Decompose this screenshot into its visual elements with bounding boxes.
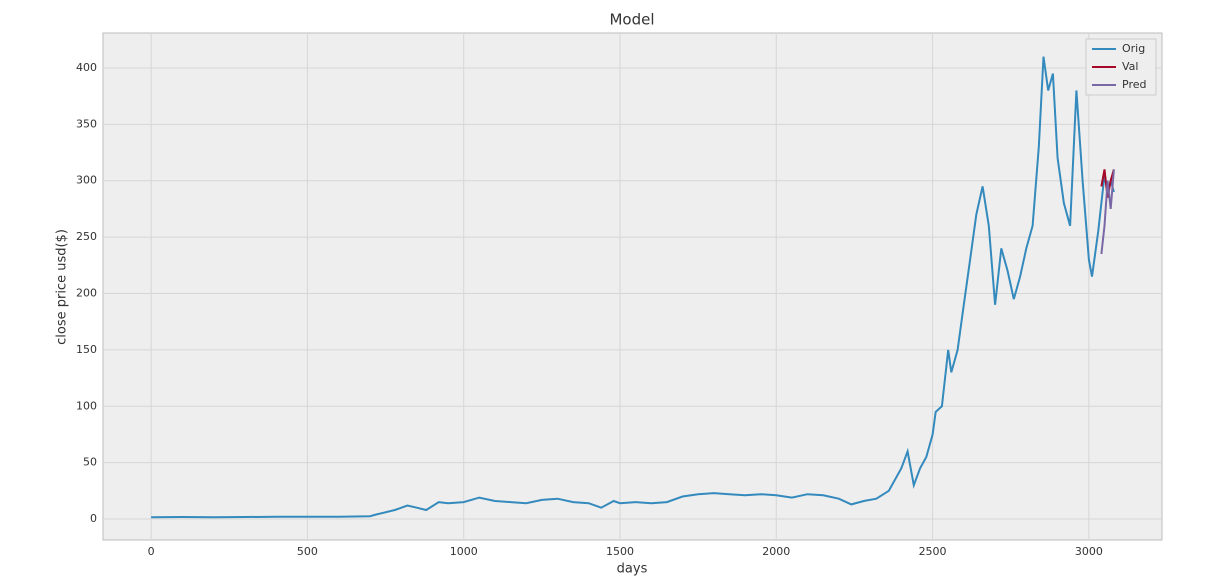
x-tick-label: 0: [148, 545, 155, 558]
x-tick-label: 1500: [606, 545, 634, 558]
legend-label: Pred: [1122, 78, 1146, 91]
lines: [151, 56, 1115, 519]
x-tick-label: 3000: [1075, 545, 1103, 558]
chart-title: Model: [609, 11, 654, 29]
y-tick-label: 350: [76, 117, 97, 130]
grid: 0 50 100 150 200 250 300 350 400 0 500 1000 1500 2000…: [76, 33, 1162, 558]
legend-label: Val: [1122, 60, 1138, 73]
legend-label: Orig: [1122, 42, 1145, 55]
y-tick-label: 300: [76, 174, 97, 187]
y-tick-label: 150: [76, 343, 97, 356]
y-tick-label: 100: [76, 399, 97, 412]
plot-area: [102, 32, 1163, 541]
y-tick-label: 250: [76, 230, 97, 243]
y-tick-label: 0: [90, 512, 97, 525]
y-axis-label: close price usd($): [55, 229, 70, 345]
legend: Orig Val Pred: [1085, 38, 1157, 96]
y-tick-label: 50: [83, 456, 97, 469]
series-line: [151, 56, 1115, 519]
x-axis-label: days: [617, 562, 648, 577]
series-line: [1100, 169, 1115, 255]
x-tick-label: 1000: [450, 545, 478, 558]
y-tick-label: 400: [76, 61, 97, 74]
x-tick-label: 2000: [762, 545, 790, 558]
x-tick-label: 500: [297, 545, 318, 558]
series-line: [1100, 169, 1115, 198]
x-tick-label: 2500: [919, 545, 947, 558]
y-tick-label: 200: [76, 286, 97, 299]
